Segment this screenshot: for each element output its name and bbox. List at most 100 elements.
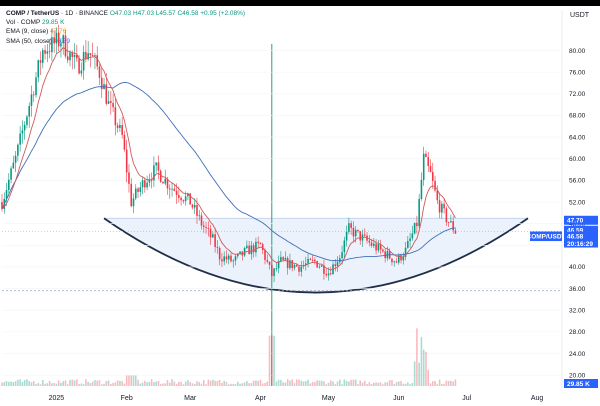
candle-body — [334, 264, 337, 267]
candle-body — [196, 204, 198, 216]
volume-bar — [280, 379, 282, 386]
volume-bar — [98, 380, 101, 386]
candle-body — [202, 225, 205, 227]
candle-body — [311, 259, 314, 261]
volume-bar — [17, 379, 19, 386]
volume-bar — [162, 383, 164, 386]
volume-bar — [103, 383, 105, 386]
candle-body — [384, 251, 386, 259]
candle-body — [85, 51, 87, 60]
candle-body — [94, 55, 96, 57]
price-tick-label: 80.00 — [569, 48, 586, 55]
candle-body — [275, 268, 278, 270]
volume-bar — [257, 380, 259, 386]
candle-body — [200, 215, 203, 226]
legend-symbol-row[interactable]: COMP / TetherUS · 1D · BINANCE O47.03 H4… — [6, 10, 246, 17]
volume-tag-value: 29.85 K — [567, 381, 590, 388]
time-axis[interactable]: 2025 Feb Mar Apr May Jun Jul Aug — [49, 395, 544, 402]
candle-body — [125, 149, 128, 173]
volume-bar — [216, 380, 219, 386]
volume-bar — [214, 380, 216, 386]
volume-bar — [384, 382, 386, 386]
timeframe[interactable]: 1D — [65, 10, 74, 17]
candle-body — [409, 238, 411, 242]
volume-bar — [168, 382, 171, 386]
candle-body — [73, 54, 76, 58]
price-tag-value: 47.70 — [567, 217, 584, 224]
candle-body — [259, 242, 262, 245]
candle-body — [144, 180, 146, 188]
candle-body — [17, 144, 19, 156]
volume-bar — [386, 382, 389, 386]
volume-bar — [361, 382, 364, 386]
legend-ema-row[interactable]: EMA (9, close) 47.76 — [6, 27, 245, 36]
low-value: L45.57 — [155, 10, 176, 17]
candle-body — [280, 257, 282, 261]
symbol-name[interactable]: COMP / TetherUS — [6, 10, 60, 17]
price-tick-label: 76.00 — [569, 69, 586, 76]
volume-bar — [246, 380, 248, 386]
candle-body — [391, 258, 393, 263]
candle-body — [55, 32, 58, 44]
exchange-name: BINANCE — [79, 10, 109, 17]
volume-bar — [209, 380, 212, 386]
candle-body — [157, 162, 160, 171]
price-axis[interactable]: 80.00 76.00 72.00 68.00 64.00 60.00 56.00 52.00… — [561, 10, 586, 388]
candle-body — [232, 260, 235, 262]
volume-bar — [452, 381, 454, 386]
volume-bar — [314, 382, 316, 386]
candle-body — [400, 255, 402, 261]
legend-volume-row[interactable]: Vol · COMP 29.85 K — [6, 18, 245, 27]
time-tick-label: Mar — [184, 395, 197, 402]
volume-bar — [62, 381, 65, 386]
candle-body — [132, 198, 135, 207]
volume-bar — [255, 380, 257, 386]
candle-body — [277, 260, 280, 269]
candle-body — [30, 94, 33, 106]
volume-bar — [73, 380, 76, 386]
volume-bar — [212, 379, 214, 386]
volume-bar — [121, 381, 123, 386]
price-tick-label: 72.00 — [569, 91, 586, 98]
candle-body — [431, 172, 434, 181]
candle-body — [345, 231, 348, 241]
volume-bar — [454, 379, 457, 386]
candle-body — [413, 222, 416, 234]
candle-body — [159, 170, 162, 182]
volume-bar — [225, 381, 228, 386]
candle-body — [209, 228, 212, 238]
candle-body — [420, 179, 423, 199]
candle-body — [438, 200, 441, 213]
volume-bar — [30, 382, 33, 386]
candle-body — [100, 77, 103, 90]
candle-body — [189, 193, 191, 205]
price-tick-label: 56.00 — [569, 178, 586, 185]
candle-body — [191, 204, 194, 208]
candle-body — [116, 125, 119, 129]
candle-body — [141, 180, 144, 188]
volume-bar — [241, 383, 244, 386]
price-tick-label: 68.00 — [569, 113, 586, 120]
candle-body — [119, 124, 121, 129]
volume-bar — [125, 375, 128, 386]
candle-body — [323, 265, 325, 274]
volume-bar — [382, 384, 384, 386]
candle-body — [416, 222, 418, 227]
volume-bar — [395, 382, 398, 386]
volume-bar — [218, 380, 221, 386]
volume-bar — [282, 382, 284, 386]
volume-bar — [239, 383, 241, 386]
volume-bar — [42, 380, 44, 386]
volume-bar — [447, 380, 450, 386]
time-tick-label: Jun — [393, 395, 404, 402]
symbol-tag-label: COMP/USDT — [527, 234, 566, 241]
candle-body — [130, 183, 133, 207]
volume-bar — [191, 383, 194, 386]
candle-body — [114, 107, 117, 126]
legend-sma-row[interactable]: SMA (50, close) 46.59 — [6, 37, 245, 46]
candle-body — [87, 53, 89, 60]
price-tag-value: 46.58 — [567, 234, 584, 241]
candle-body — [212, 234, 214, 238]
candle-body — [1, 202, 3, 209]
